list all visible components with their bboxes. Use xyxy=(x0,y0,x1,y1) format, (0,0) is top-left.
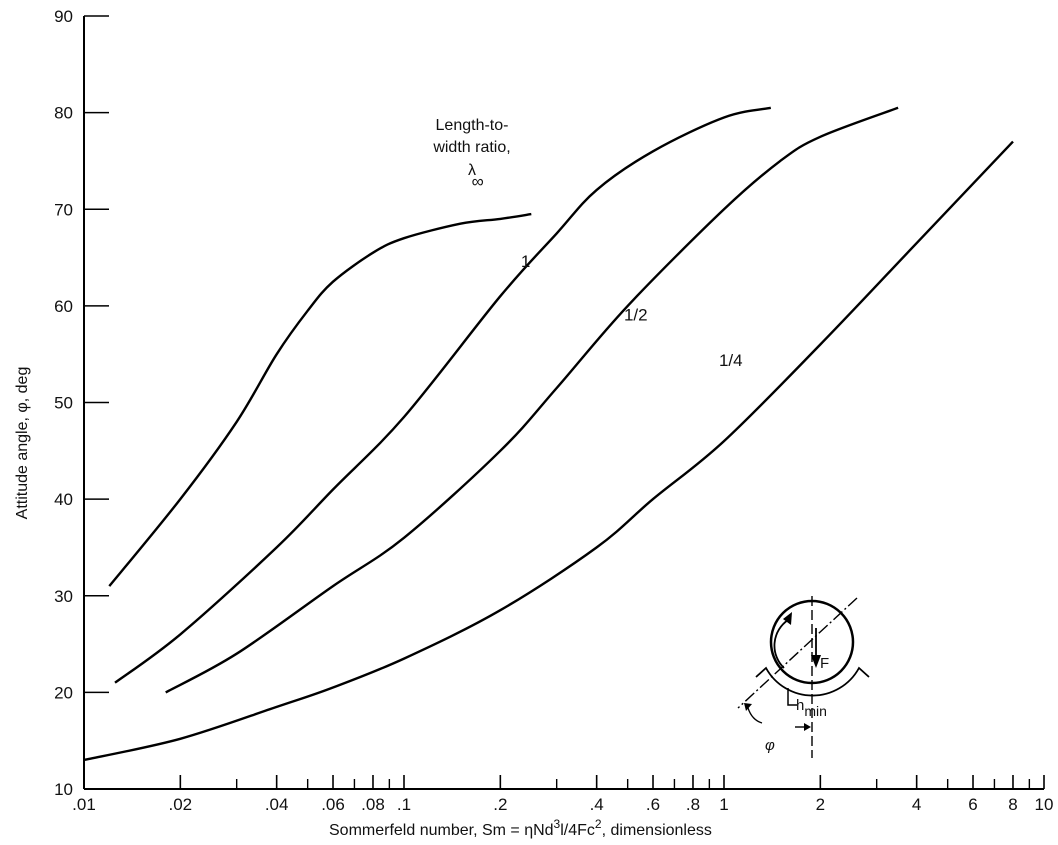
bearing-diagram: F hmin φ xyxy=(737,596,870,758)
series-line xyxy=(114,106,772,684)
force-label: F xyxy=(820,655,829,672)
x-axis-title-sup2: 2 xyxy=(595,817,602,831)
x-axis-title-sup1: 3 xyxy=(554,817,561,831)
series-label: 1/2 xyxy=(624,305,648,324)
gap-marker-arrowhead-icon xyxy=(804,723,811,731)
y-tick-label: 50 xyxy=(54,394,73,413)
axes xyxy=(83,16,1044,790)
legend-title-line-3: λ xyxy=(468,162,476,179)
rotation-arrowhead-icon xyxy=(783,612,792,625)
y-tick-label: 40 xyxy=(54,490,73,509)
series-lines xyxy=(83,106,1014,762)
legend-title: Length-to- width ratio, λ xyxy=(432,117,510,179)
x-tick-label: .2 xyxy=(493,795,507,814)
legend-title-line-2: width ratio, xyxy=(432,139,510,156)
x-axis-title: Sommerfeld number, Sm = ηNd3l/4Fc2, dime… xyxy=(329,817,712,839)
x-tick-label: 4 xyxy=(912,795,921,814)
x-axis-title-prefix: Sommerfeld number, Sm = ηNd xyxy=(329,822,554,839)
tick-labels: 10 20 30 40 50 60 70 80 90 .01 .02 .04 .06 .08 .1 .2 .4.… xyxy=(54,7,1053,814)
x-tick-label: 6 xyxy=(968,795,977,814)
x-axis-title-suffix: , dimensionless xyxy=(602,822,712,839)
y-tick-label: 10 xyxy=(54,780,73,799)
rotation-arrow-icon xyxy=(773,619,789,669)
series-line xyxy=(83,140,1014,762)
y-tick-label: 90 xyxy=(54,7,73,26)
attitude-angle-label: φ xyxy=(765,737,775,754)
series-line xyxy=(165,106,899,694)
gap-label-h: h xyxy=(796,697,804,714)
x-tick-label: .08 xyxy=(361,795,385,814)
x-tick-label: 10 xyxy=(1035,795,1054,814)
tick-marks xyxy=(83,15,1045,790)
x-tick-label: .02 xyxy=(169,795,193,814)
x-tick-label: .06 xyxy=(321,795,345,814)
x-tick-label: .1 xyxy=(397,795,411,814)
x-tick-label: .8 xyxy=(686,795,700,814)
y-tick-label: 80 xyxy=(54,104,73,123)
y-tick-label: 20 xyxy=(54,683,73,702)
x-tick-label: .04 xyxy=(265,795,289,814)
gap-bracket xyxy=(787,688,797,706)
series-label: 1/4 xyxy=(719,351,743,370)
legend-title-line-1: Length-to- xyxy=(436,117,509,134)
x-tick-label: 8 xyxy=(1008,795,1017,814)
x-tick-label: 2 xyxy=(816,795,825,814)
x-axis-title-mid: l/4Fc xyxy=(560,822,595,839)
x-tick-label: .6 xyxy=(646,795,660,814)
gap-label-sub: min xyxy=(804,703,827,719)
y-tick-label: 60 xyxy=(54,297,73,316)
y-tick-label: 30 xyxy=(54,587,73,606)
attitude-angle-arc xyxy=(747,707,763,724)
gap-label: hmin xyxy=(796,697,827,719)
line-of-centers xyxy=(737,597,858,709)
y-axis-title: Attitude angle, φ, deg xyxy=(14,367,31,520)
x-tick-label: 1 xyxy=(719,795,728,814)
force-arrowhead-icon xyxy=(811,655,821,668)
attitude-angle-arrowhead-icon xyxy=(744,703,752,711)
series-label: 1 xyxy=(521,252,530,271)
series-label: ∞ xyxy=(472,172,484,191)
series-labels: ∞ 1 1/2 1/4 xyxy=(472,172,743,370)
x-tick-label: .4 xyxy=(590,795,604,814)
x-tick-label: .01 xyxy=(72,795,96,814)
y-tick-label: 70 xyxy=(54,200,73,219)
series-line xyxy=(108,212,532,587)
